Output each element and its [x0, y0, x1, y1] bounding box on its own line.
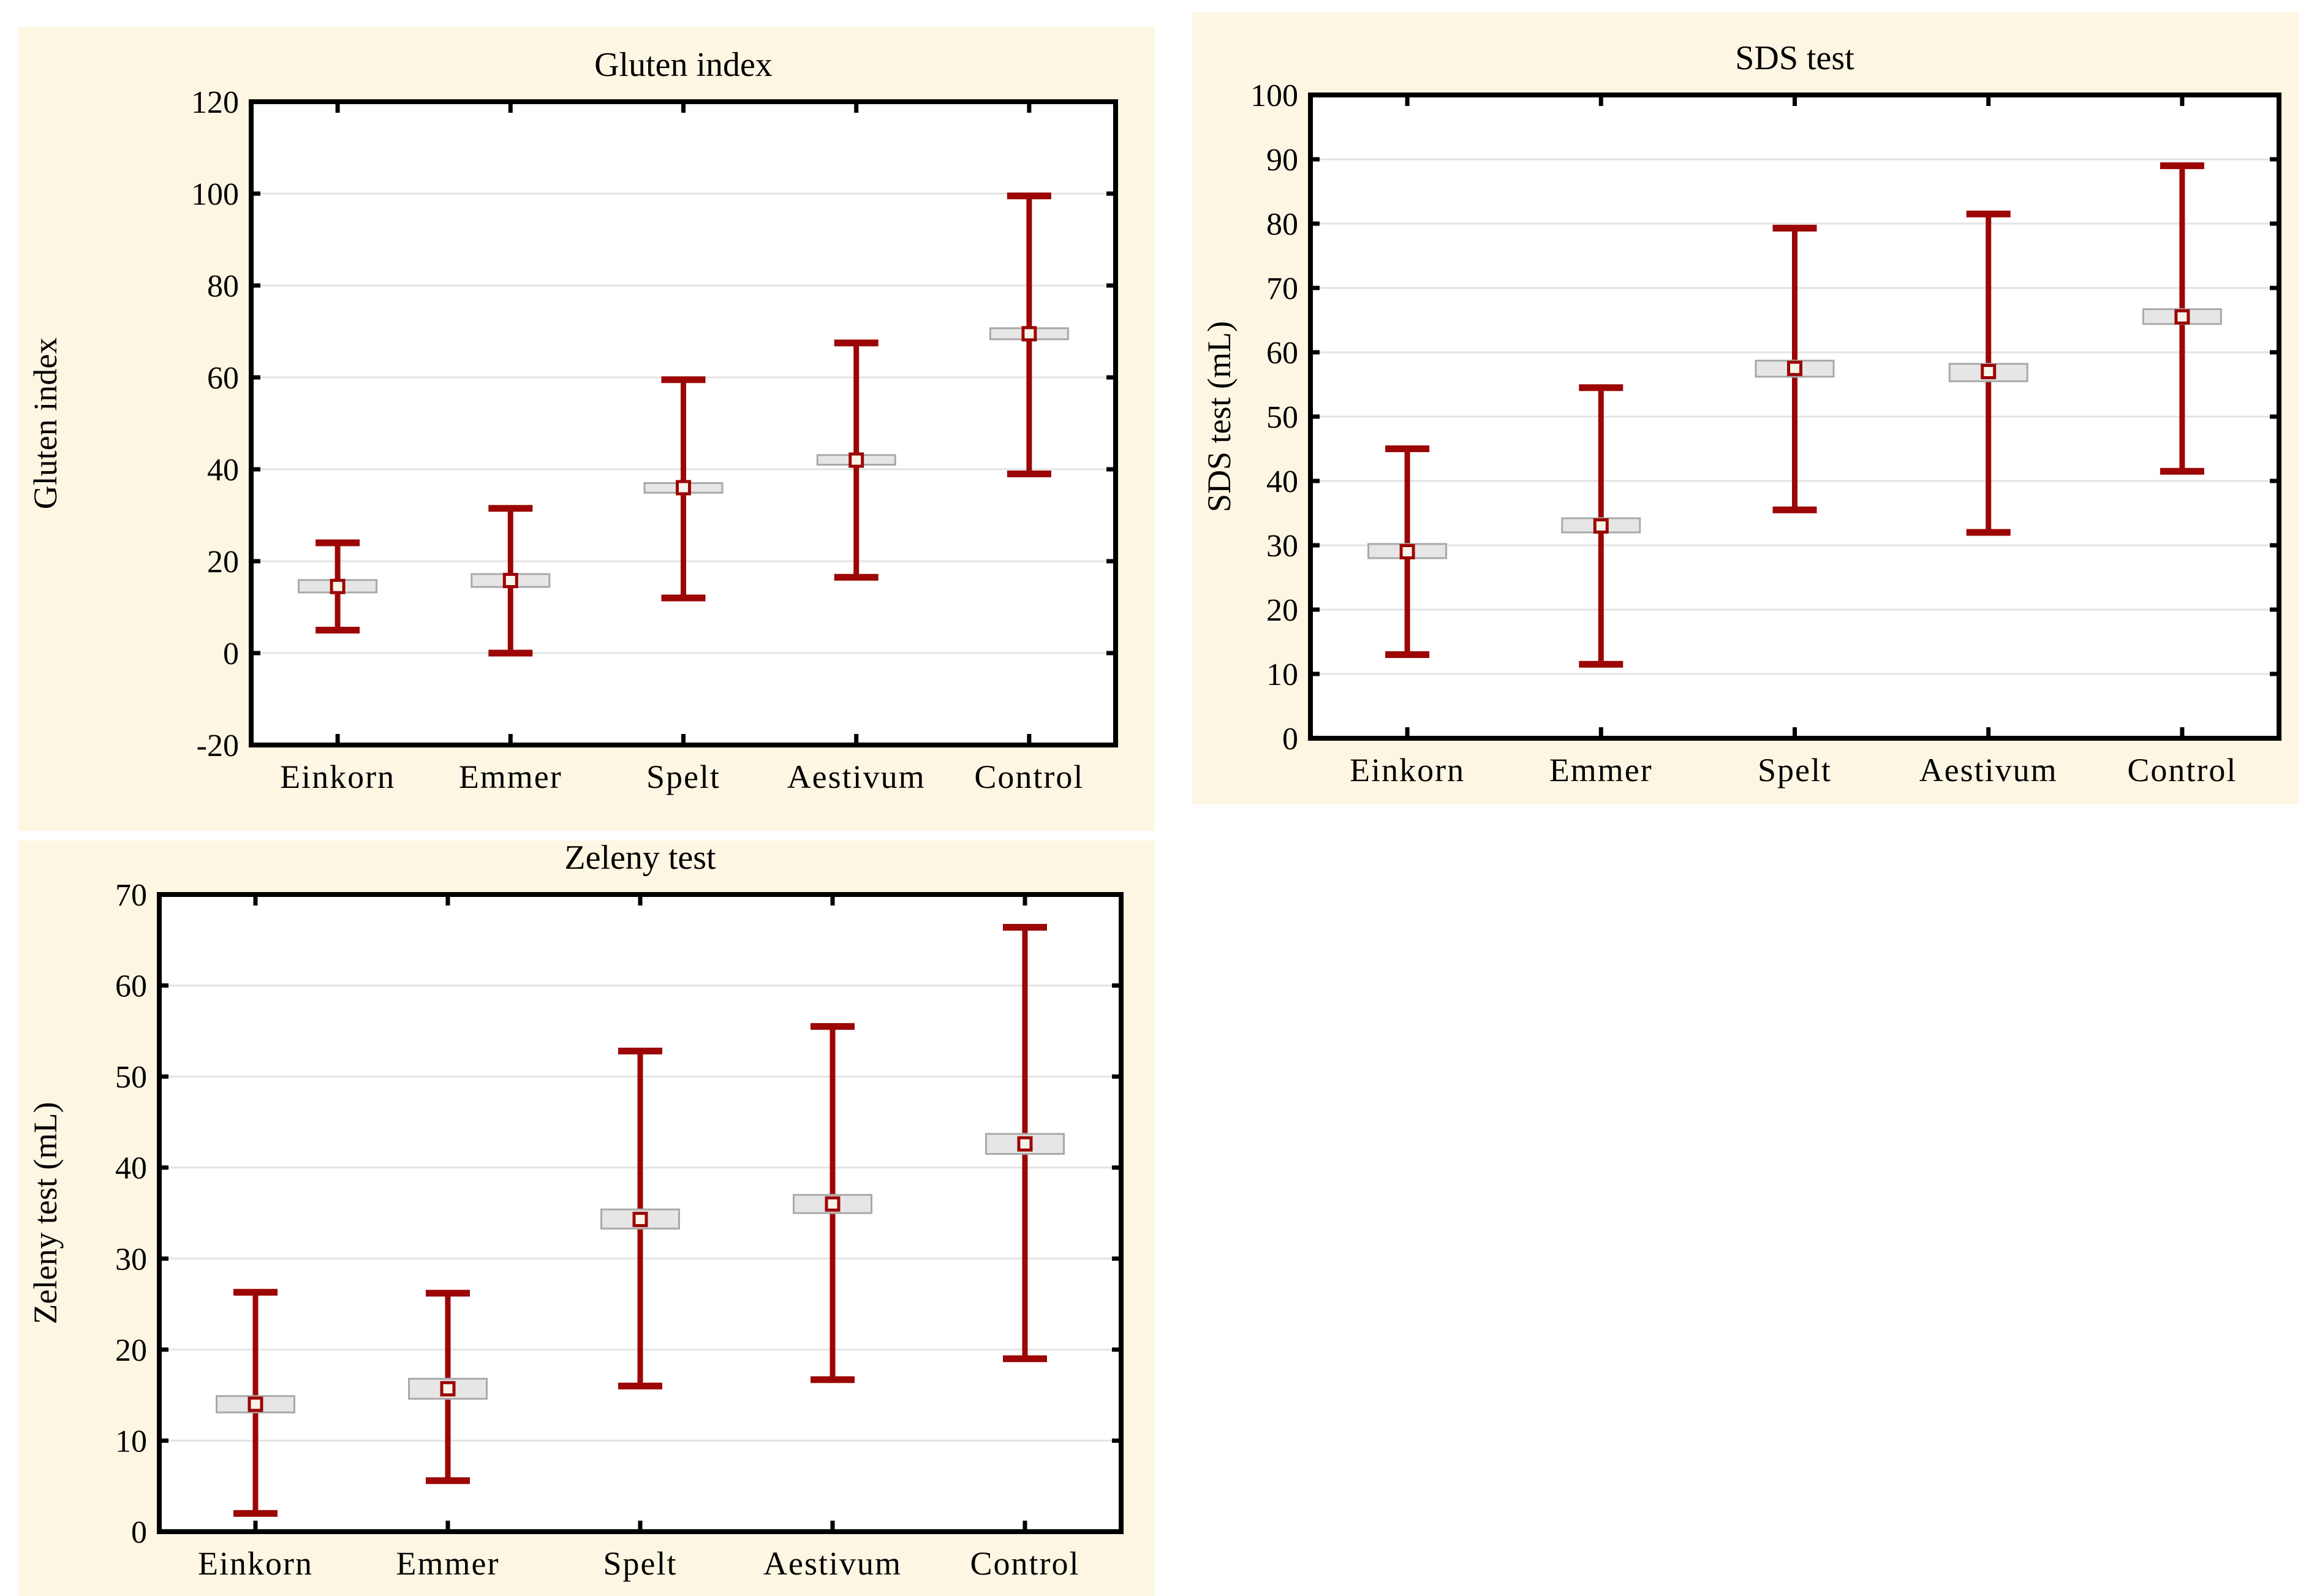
category-label-emmer: Emmer [1549, 752, 1653, 789]
category-label-control: Control [974, 758, 1084, 795]
sample-emmer [1561, 384, 1641, 668]
ytick-label--20: -20 [197, 728, 239, 763]
mean-marker-emmer [1593, 518, 1609, 534]
ytick-label-40: 40 [115, 1151, 147, 1186]
ytick-label-10: 10 [115, 1424, 147, 1459]
sample-spelt [600, 1048, 680, 1390]
mean-marker-control [2174, 309, 2190, 325]
ytick-label-10: 10 [1266, 657, 1298, 692]
sample-aestivum [1948, 210, 2028, 536]
mean-marker-aestivum [1981, 364, 1997, 379]
ytick-label-30: 30 [115, 1242, 147, 1277]
sample-spelt [643, 376, 724, 602]
chart-title-gluten-index: Gluten index [594, 46, 773, 84]
sample-einkorn [1367, 445, 1448, 658]
category-label-aestivum: Aestivum [1919, 752, 2058, 789]
y-axis-label-sds-test-ml-: SDS test (mL) [1201, 321, 1238, 512]
sample-einkorn [298, 539, 378, 633]
sample-control [2142, 162, 2222, 475]
category-label-aestivum: Aestivum [787, 758, 926, 795]
mean-marker-aestivum [849, 452, 864, 468]
ytick-label-40: 40 [1266, 464, 1298, 499]
ytick-label-40: 40 [207, 453, 239, 488]
category-label-emmer: Emmer [396, 1545, 500, 1582]
category-label-control: Control [970, 1545, 1079, 1582]
category-label-einkorn: Einkorn [280, 758, 395, 795]
mean-marker-spelt [1787, 360, 1802, 376]
category-label-einkorn: Einkorn [1350, 752, 1465, 789]
mean-marker-emmer [502, 573, 518, 588]
ytick-label-20: 20 [1266, 593, 1298, 628]
category-label-control: Control [2127, 752, 2237, 789]
mean-marker-control [1017, 1136, 1033, 1152]
mean-marker-control [1021, 326, 1037, 342]
ytick-label-20: 20 [115, 1333, 147, 1368]
mean-marker-einkorn [1399, 544, 1415, 559]
mean-marker-spelt [632, 1211, 648, 1227]
chart-title-sds-test: SDS test [1735, 39, 1854, 77]
category-label-spelt: Spelt [1758, 752, 1832, 789]
ytick-label-60: 60 [115, 969, 147, 1004]
chart-zeleny-test: 0 10 20 30 40 50 60 70 Einkorn Emmer Spelt Aestivum… [27, 841, 1124, 1582]
ytick-label-80: 80 [1266, 207, 1298, 242]
mean-marker-emmer [440, 1381, 456, 1397]
chart-panel-gluten-index: -20 0 20 40 60 80 100 120 Einkorn Emmer Spelt Aesti… [18, 27, 1155, 831]
mean-marker-spelt [676, 480, 691, 496]
sample-aestivum [816, 339, 896, 581]
ytick-label-60: 60 [207, 361, 239, 396]
mean-marker-einkorn [330, 578, 346, 594]
ytick-label-30: 30 [1266, 529, 1298, 564]
category-label-einkorn: Einkorn [198, 1545, 313, 1582]
ytick-label-100: 100 [191, 177, 239, 212]
ytick-label-0: 0 [131, 1515, 147, 1550]
ytick-label-50: 50 [115, 1060, 147, 1095]
ytick-label-0: 0 [223, 637, 239, 671]
ytick-label-80: 80 [207, 269, 239, 304]
chart-title-zeleny-test: Zeleny test [564, 841, 716, 877]
chart-panel-sds-test: 0 10 20 30 40 50 60 70 80 90 100 Einkorn Emmer Spelt A… [1192, 12, 2299, 804]
ytick-label-20: 20 [207, 545, 239, 580]
ytick-label-100: 100 [1250, 78, 1298, 113]
ytick-label-60: 60 [1266, 336, 1298, 371]
y-axis-label-gluten-index: Gluten index [27, 338, 64, 509]
ytick-label-0: 0 [1282, 722, 1298, 757]
ytick-label-50: 50 [1266, 400, 1298, 435]
y-axis-label-zeleny-test-ml-: Zeleny test (mL) [27, 1102, 64, 1325]
chart-panel-zeleny-test: 0 10 20 30 40 50 60 70 Einkorn Emmer Spelt Aestivum… [18, 841, 1155, 1596]
sample-emmer [471, 505, 551, 657]
ytick-label-120: 120 [191, 85, 239, 120]
ytick-label-70: 70 [1266, 271, 1298, 306]
category-label-aestivum: Aestivum [763, 1545, 902, 1582]
category-label-spelt: Spelt [646, 758, 720, 795]
sample-einkorn [216, 1288, 295, 1517]
sample-control [989, 192, 1069, 477]
category-label-spelt: Spelt [603, 1545, 677, 1582]
category-label-emmer: Emmer [459, 758, 562, 795]
mean-marker-aestivum [825, 1196, 841, 1212]
ytick-label-70: 70 [115, 878, 147, 913]
chart-sds-test: 0 10 20 30 40 50 60 70 80 90 100 Einkorn Emmer Spelt A… [1201, 39, 2281, 789]
ytick-label-90: 90 [1266, 143, 1298, 178]
chart-gluten-index: -20 0 20 40 60 80 100 120 Einkorn Emmer Spelt Aesti… [27, 46, 1118, 795]
sample-control [985, 923, 1065, 1363]
sample-emmer [408, 1290, 488, 1484]
sample-spelt [1755, 224, 1835, 513]
mean-marker-einkorn [248, 1396, 263, 1412]
sample-aestivum [793, 1023, 872, 1383]
